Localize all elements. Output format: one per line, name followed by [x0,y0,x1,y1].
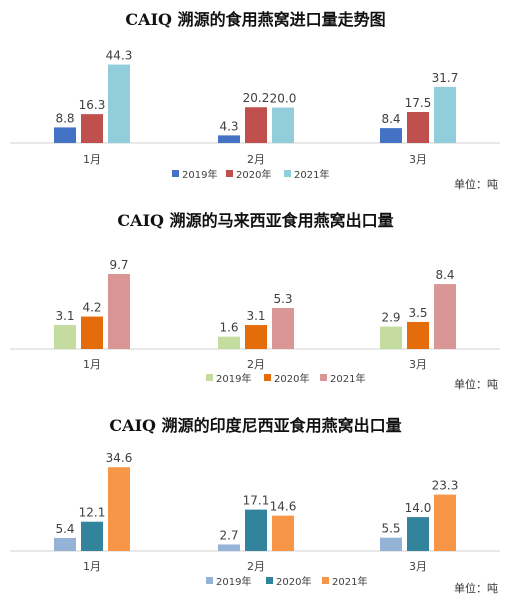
data-label: 5.3 [273,292,292,306]
legend-label: 2019年 [182,168,217,181]
data-label: 3.1 [246,309,265,323]
chart-import-svg: 8.8 16.3 44.3 1月 4.3 20.2 20.0 2月 8.4 17.531.7 3月 2… [10,49,500,181]
legend-swatch [264,374,271,381]
legend-swatch [206,374,213,381]
bar [81,114,103,143]
legend-label: 2021年 [330,372,365,385]
x-tick-label: 1月 [83,153,101,166]
data-label: 17.1 [243,494,270,508]
bar [54,325,76,349]
data-label: 5.5 [381,522,400,536]
legend-swatch [266,577,273,584]
data-label: 34.6 [106,451,133,465]
data-label: 14.0 [405,501,432,515]
x-tick-label: 2月 [247,153,265,166]
bar [245,509,267,551]
data-label: 4.3 [219,119,238,133]
data-label: 5.4 [55,522,74,536]
bar [434,284,456,349]
bar [434,494,456,551]
x-tick-label: 1月 [83,560,101,573]
legend-label: 2020年 [236,168,271,181]
bar [108,274,130,349]
bar [108,467,130,551]
x-tick-label: 3月 [409,358,427,371]
bar [380,537,402,551]
legend-swatch [206,577,213,584]
chart-indonesia-svg: 5.4 12.1 34.6 1月 2.7 17.1 14.6 2月 5.5 14.023.3 3月 2… [10,451,500,588]
unit-label: 单位：吨 [454,378,498,391]
bar [54,537,76,551]
x-tick-label: 3月 [409,560,427,573]
bar [380,128,402,143]
bar [407,517,429,551]
bar [108,64,130,143]
data-label: 8.4 [381,112,400,126]
bar [434,86,456,143]
legend-label: 2021年 [294,168,329,181]
legend-label: 2019年 [216,575,251,588]
data-label: 1.6 [219,321,238,335]
legend-swatch [172,170,179,177]
legend-swatch [322,577,329,584]
data-label: 23.3 [432,479,459,493]
legend-label: 2020年 [276,575,311,588]
x-tick-label: 2月 [247,358,265,371]
data-label: 9.7 [109,258,128,272]
bar [272,515,294,551]
bar [272,107,294,143]
bar [245,325,267,349]
bar [218,135,240,143]
bar [218,544,240,551]
data-label: 2.7 [219,528,238,542]
legend-swatch [226,170,233,177]
data-label: 16.3 [79,98,106,112]
data-label: 8.8 [55,111,74,125]
data-label: 31.7 [432,71,459,85]
data-label: 8.4 [435,268,454,282]
x-tick-label: 1月 [83,358,101,371]
bar [54,127,76,143]
data-label: 17.5 [405,96,432,110]
bar [81,316,103,349]
legend-label: 2021年 [332,575,367,588]
bar [81,521,103,551]
chart-title: CAIQ 溯源的马来西亚食用燕窝出口量 [117,211,394,230]
data-label: 44.3 [106,49,133,63]
data-label: 20.2 [243,91,270,105]
chart-title: CAIQ 溯源的食用燕窝进口量走势图 [125,10,386,29]
chart-title: CAIQ 溯源的印度尼西亚食用燕窝出口量 [109,416,402,435]
unit-label: 单位：吨 [454,582,498,595]
legend-swatch [284,170,291,177]
legend-swatch [320,374,327,381]
data-label: 4.2 [82,301,101,315]
chart-malaysia-svg: 3.1 4.2 9.7 1月 1.6 3.1 5.3 2月 2.9 3.5 8.4 3月 2019年 20… [10,258,500,385]
data-label: 3.5 [408,306,427,320]
data-label: 14.6 [270,500,297,514]
unit-label: 单位：吨 [454,178,498,191]
bar [407,321,429,349]
legend-label: 2020年 [274,372,309,385]
legend-label: 2019年 [216,372,251,385]
data-label: 12.1 [79,506,106,520]
bar [272,308,294,349]
data-label: 3.1 [55,309,74,323]
data-label: 2.9 [381,311,400,325]
bar [380,326,402,349]
x-tick-label: 3月 [409,153,427,166]
bar [245,107,267,143]
bar [407,112,429,143]
bar [218,336,240,349]
x-tick-label: 2月 [247,560,265,573]
data-label: 20.0 [270,92,297,106]
